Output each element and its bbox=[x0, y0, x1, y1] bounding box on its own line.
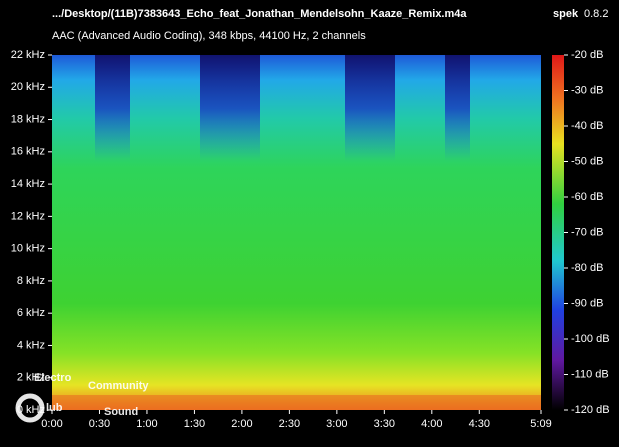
watermark-text: Community bbox=[88, 380, 149, 392]
y-tick-label: 18 kHz bbox=[11, 113, 45, 125]
colorbar-tick-label: -30 dB bbox=[571, 84, 603, 96]
x-tick-label: 0:00 bbox=[41, 418, 62, 430]
dark-band bbox=[345, 55, 395, 410]
colorbar-tick-label: -60 dB bbox=[571, 191, 603, 203]
dark-band bbox=[200, 55, 260, 410]
colorbar-tick-label: -90 dB bbox=[571, 297, 603, 309]
file-info: AAC (Advanced Audio Coding), 348 kbps, 4… bbox=[52, 30, 366, 42]
spectrogram bbox=[52, 55, 541, 410]
y-tick-label: 0 kHz bbox=[17, 404, 45, 416]
y-tick-label: 14 kHz bbox=[11, 178, 45, 190]
colorbar-tick-label: -50 dB bbox=[571, 155, 603, 167]
colorbar-tick-label: -80 dB bbox=[571, 262, 603, 274]
app-name: spek bbox=[553, 8, 579, 20]
x-tick-label: 2:00 bbox=[231, 418, 252, 430]
low-band bbox=[52, 395, 541, 410]
dark-band bbox=[445, 55, 470, 410]
x-tick-label: 4:30 bbox=[469, 418, 490, 430]
watermark-text: Sound bbox=[104, 406, 138, 418]
y-tick-label: 12 kHz bbox=[11, 210, 45, 222]
x-tick-label: 4:00 bbox=[421, 418, 442, 430]
y-tick-label: 22 kHz bbox=[11, 49, 45, 61]
color-bar bbox=[552, 55, 564, 410]
x-tick-label: 0:30 bbox=[89, 418, 110, 430]
app-version: 0.8.2 bbox=[584, 8, 608, 20]
y-tick-label: 10 kHz bbox=[11, 243, 45, 255]
y-tick-label: 6 kHz bbox=[17, 307, 45, 319]
watermark: Electro Community lub Sound bbox=[15, 372, 149, 423]
axes: 0:00 0:30 1:00 1:30 2:00 2:30 3:00 3:30 4:00 4:30… bbox=[11, 49, 610, 430]
y-tick-label: 8 kHz bbox=[17, 275, 45, 287]
y-tick-label: 16 kHz bbox=[11, 146, 45, 158]
colorbar-tick-label: -100 dB bbox=[571, 333, 610, 345]
x-tick-label: 5:09 bbox=[530, 418, 551, 430]
colorbar-tick-label: -110 dB bbox=[571, 368, 609, 380]
colorbar-tick-label: -20 dB bbox=[571, 49, 603, 61]
watermark-logo bbox=[15, 393, 45, 423]
watermark-text: lub bbox=[46, 402, 63, 414]
y-tick-label: 4 kHz bbox=[17, 339, 45, 351]
y-tick-label: 20 kHz bbox=[11, 81, 45, 93]
watermark-text: Electro bbox=[34, 372, 72, 384]
x-tick-label: 2:30 bbox=[279, 418, 300, 430]
colorbar-tick-label: -70 dB bbox=[571, 226, 603, 238]
x-tick-label: 3:30 bbox=[374, 418, 395, 430]
file-title: .../Desktop/(11B)7383643_Echo_feat_Jonat… bbox=[52, 8, 467, 20]
x-tick-label: 3:00 bbox=[326, 418, 347, 430]
dark-band bbox=[95, 55, 130, 410]
colorbar-tick-label: -40 dB bbox=[571, 120, 603, 132]
y-tick-label: 2 kHz bbox=[17, 372, 45, 384]
x-tick-label: 1:00 bbox=[136, 418, 157, 430]
x-tick-label: 1:30 bbox=[184, 418, 205, 430]
colorbar-tick-label: -120 dB bbox=[571, 404, 610, 416]
